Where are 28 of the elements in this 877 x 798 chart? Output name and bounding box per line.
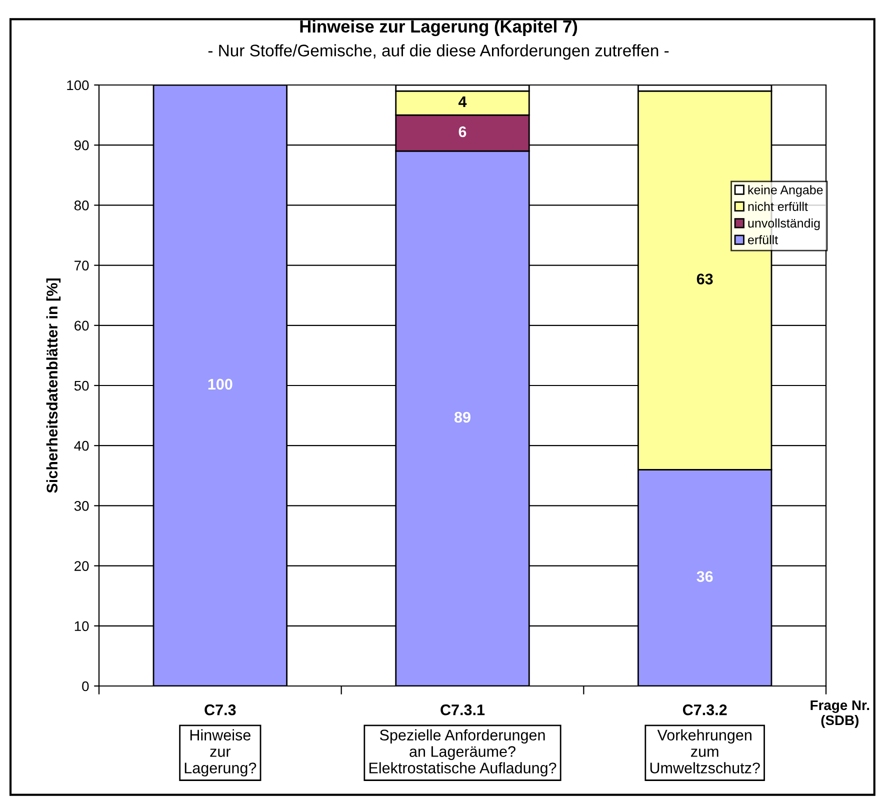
y-tick-label: 70 — [74, 260, 89, 270]
x-tick-label: C7.3 Hinweise zur Lagerung? — [184, 704, 256, 776]
x-tick-label: C7.3.2 Vorkehrungen zum Umweltzschutz? — [650, 704, 760, 774]
legend-label: unvollständig — [748, 218, 820, 230]
y-tick-label: 90 — [74, 140, 89, 150]
y-tick-label: 50 — [74, 380, 89, 391]
data-label: 89 — [454, 412, 470, 423]
y-tick-label: 20 — [74, 561, 89, 571]
y-tick-label: 40 — [74, 440, 89, 451]
chart-title: Hinweise zur Lagerung (Kapitel 7) — [300, 20, 578, 36]
y-tick-label: 0 — [82, 681, 89, 692]
legend-label: erfüllt — [748, 235, 778, 244]
y-tick-label: 60 — [74, 320, 89, 331]
y-tick-label: 100 — [67, 80, 89, 90]
data-label: 100 — [208, 378, 232, 390]
data-label: 36 — [696, 571, 713, 582]
data-label: 4 — [458, 96, 467, 107]
legend-label: keine Angabe — [748, 185, 823, 197]
y-tick-label: 80 — [74, 200, 89, 210]
data-label: 63 — [696, 274, 713, 284]
chart-subtitle: - Nur Stoffe/Gemische, auf die diese Anforderungen zutreffen - — [208, 44, 669, 60]
x-tick-label: C7.3.1 Spezielle Anforderungen an Lageräume? Elektrostatische Aufladung? — [369, 704, 556, 776]
y-tick-label: 30 — [74, 501, 89, 511]
legend-label: nicht erfüllt — [748, 202, 808, 211]
data-label: 6 — [458, 126, 466, 138]
y-tick-label: 10 — [74, 621, 89, 632]
x-axis-title: Frage Nr. (SDB) — [810, 700, 870, 728]
y-axis-title: Sicherheitsdatenblätter in [%] — [46, 278, 61, 493]
